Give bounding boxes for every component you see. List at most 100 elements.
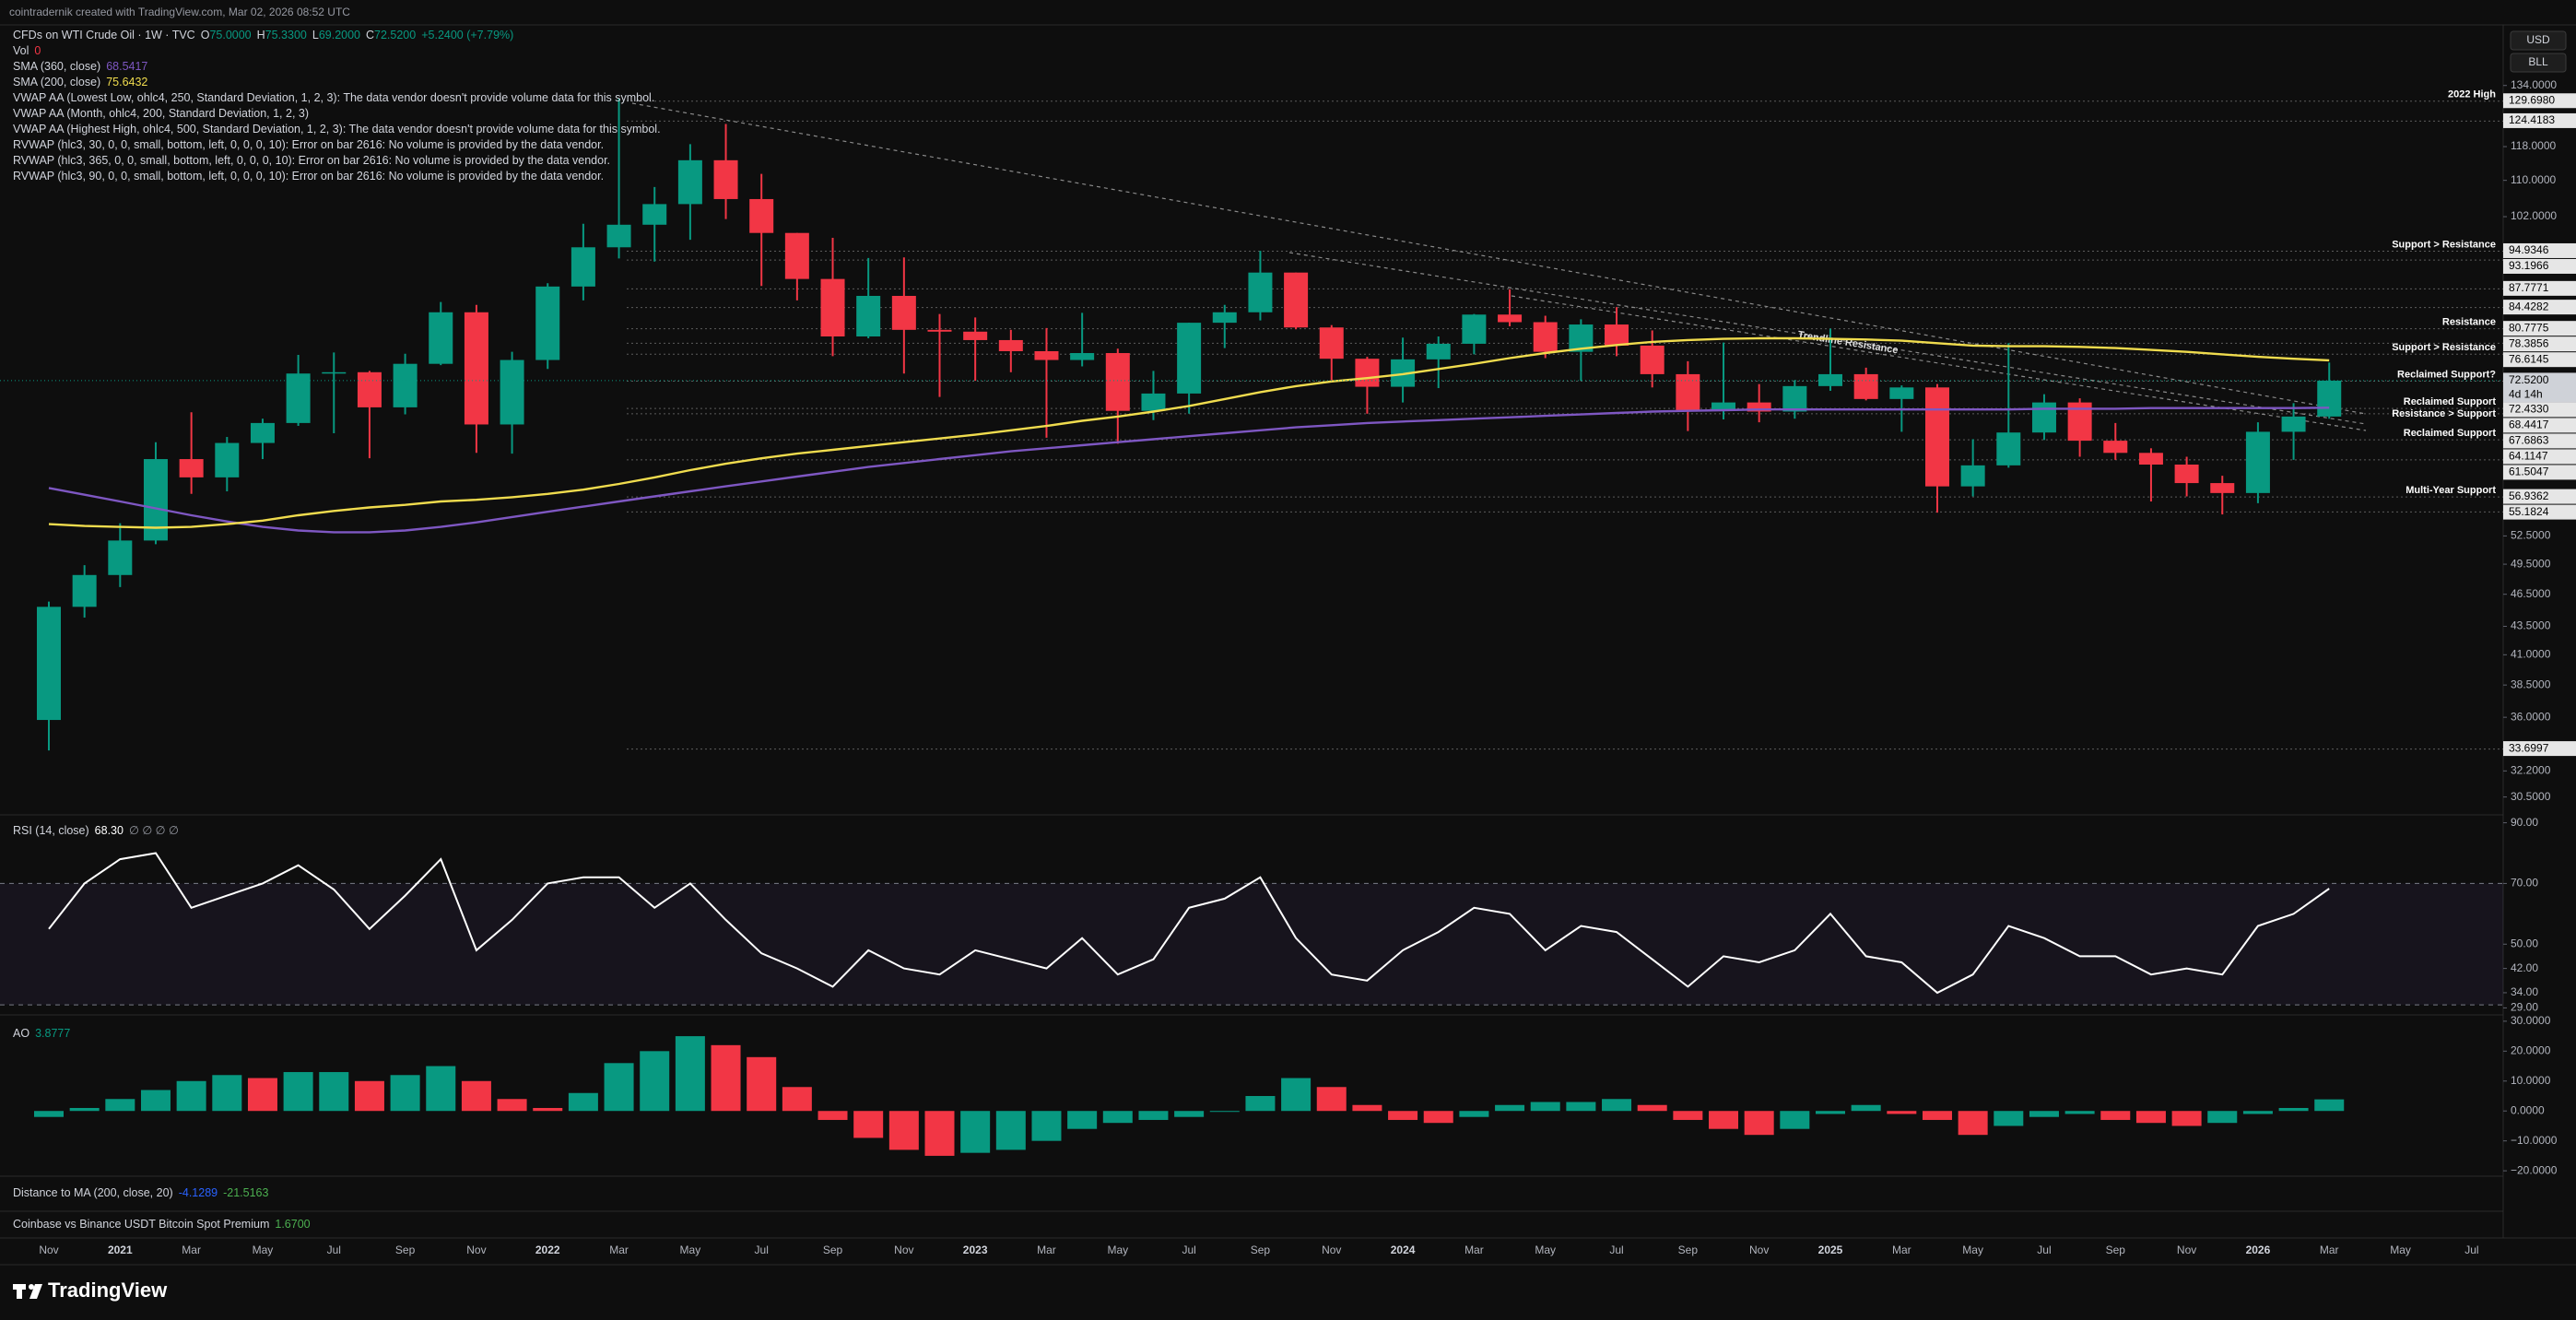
level-label: 33.6997 bbox=[2509, 741, 2549, 754]
candle-body bbox=[1106, 353, 1130, 411]
x-tick-label: Nov bbox=[1322, 1243, 1341, 1256]
ao-bar bbox=[1210, 1111, 1240, 1112]
level-note: Reclaimed Support bbox=[2404, 396, 2497, 407]
ao-bar bbox=[2279, 1108, 2309, 1111]
y-tick-label: 70.00 bbox=[2511, 877, 2538, 890]
price-label: 72.5200 bbox=[2509, 373, 2549, 386]
y-tick-label: 102.0000 bbox=[2511, 209, 2557, 222]
level-note: Support > Resistance bbox=[2392, 239, 2496, 250]
candle-body bbox=[892, 296, 916, 330]
candle-body bbox=[1641, 346, 1664, 374]
candle-body bbox=[571, 247, 595, 287]
candle-body bbox=[2103, 441, 2127, 453]
candle-body bbox=[37, 607, 61, 720]
candle-body bbox=[1034, 351, 1058, 360]
level-label: 129.6980 bbox=[2509, 93, 2555, 106]
x-tick-label: Sep bbox=[395, 1243, 416, 1256]
ao-bar bbox=[605, 1063, 634, 1111]
ao-bar bbox=[747, 1057, 776, 1111]
candle-body bbox=[963, 332, 987, 340]
ao-bar bbox=[141, 1090, 171, 1112]
y-tick-label: 38.5000 bbox=[2511, 678, 2551, 690]
level-note: 2022 High bbox=[2448, 89, 2496, 100]
x-tick-label: Sep bbox=[823, 1243, 843, 1256]
x-tick-label: Jul bbox=[755, 1243, 769, 1256]
currency[interactable]: USD bbox=[2526, 33, 2550, 46]
ao-bar bbox=[248, 1078, 277, 1112]
level-label: 55.1824 bbox=[2509, 505, 2549, 518]
y-tick-label: 41.0000 bbox=[2511, 648, 2551, 661]
x-tick-label: Mar bbox=[2320, 1243, 2339, 1256]
level-label: 64.1147 bbox=[2509, 450, 2548, 463]
candle-body bbox=[73, 575, 97, 607]
candle-body bbox=[215, 443, 239, 477]
x-tick-label: May bbox=[1535, 1243, 1556, 1256]
ao-bar bbox=[1923, 1111, 1952, 1120]
y-tick-label: 30.0000 bbox=[2511, 1014, 2551, 1027]
ao-bar bbox=[2136, 1111, 2166, 1123]
ao-bar bbox=[925, 1111, 955, 1156]
x-tick-label: Mar bbox=[1037, 1243, 1056, 1256]
y-tick-label: −10.0000 bbox=[2511, 1134, 2558, 1147]
ao-bar bbox=[355, 1081, 384, 1111]
level-note: Support > Resistance bbox=[2392, 342, 2496, 353]
candle-body bbox=[1355, 359, 1379, 386]
candle-body bbox=[1462, 314, 1486, 344]
candle-body bbox=[1320, 327, 1344, 359]
y-tick-label: 90.00 bbox=[2511, 816, 2538, 829]
ao-bar bbox=[2172, 1111, 2202, 1126]
y-tick-label: 0.0000 bbox=[2511, 1103, 2545, 1116]
ao-bar bbox=[1031, 1111, 1061, 1140]
candle-body bbox=[1141, 394, 1165, 411]
ao-bar bbox=[70, 1108, 100, 1111]
y-tick-label: −20.0000 bbox=[2511, 1163, 2558, 1176]
ao-bar bbox=[1602, 1099, 1631, 1111]
x-tick-label: 2024 bbox=[1391, 1243, 1416, 1256]
x-tick-label: 2023 bbox=[963, 1243, 988, 1256]
level-label: 76.6145 bbox=[2509, 352, 2549, 365]
ao-bar bbox=[1709, 1111, 1738, 1128]
ao-bar bbox=[640, 1051, 669, 1111]
x-tick-label: Jul bbox=[2037, 1243, 2051, 1256]
ao-bar bbox=[712, 1045, 741, 1111]
candle-body bbox=[1213, 312, 1237, 323]
level-label: 93.1966 bbox=[2509, 259, 2549, 272]
candle-body bbox=[1925, 387, 1949, 486]
candle-body bbox=[2210, 483, 2234, 493]
level-label: 72.4330 bbox=[2509, 403, 2549, 416]
ao-bar bbox=[782, 1087, 812, 1111]
logo-part bbox=[17, 1284, 22, 1299]
level-label: 80.7775 bbox=[2509, 321, 2549, 334]
chart: Trendline Resistance USD BLL TradingView… bbox=[0, 0, 2576, 1320]
candle-body bbox=[1248, 273, 1272, 312]
x-tick-label: Nov bbox=[2177, 1243, 2196, 1256]
x-tick-label: 2025 bbox=[1818, 1243, 1843, 1256]
brand: TradingView bbox=[48, 1279, 168, 1302]
countdown: 4d 14h bbox=[2509, 388, 2543, 401]
level-label: 61.5047 bbox=[2509, 466, 2549, 478]
ao-bar bbox=[1495, 1105, 1524, 1111]
candle-body bbox=[856, 296, 880, 336]
page: Trendline Resistance USD BLL TradingView… bbox=[0, 0, 2576, 1320]
x-tick-label: Mar bbox=[1464, 1243, 1484, 1256]
y-tick-label: 118.0000 bbox=[2511, 139, 2556, 152]
ao-bar bbox=[212, 1075, 241, 1111]
ao-bar bbox=[426, 1067, 455, 1112]
x-tick-label: Sep bbox=[1251, 1243, 1271, 1256]
ao-bar bbox=[1138, 1111, 1168, 1120]
ao-bar bbox=[1852, 1105, 1881, 1111]
level-note: Resistance > Support bbox=[2392, 408, 2496, 419]
y-tick-label: 50.00 bbox=[2511, 937, 2538, 949]
x-tick-label: Mar bbox=[1892, 1243, 1911, 1256]
candle-body bbox=[642, 204, 666, 224]
x-tick-label: Sep bbox=[2106, 1243, 2126, 1256]
unit[interactable]: BLL bbox=[2528, 55, 2548, 68]
level-note: Reclaimed Support? bbox=[2397, 369, 2496, 380]
candle-body bbox=[1854, 374, 1878, 399]
candle-body bbox=[429, 312, 453, 364]
ao-bar bbox=[2029, 1111, 2059, 1116]
candle-body bbox=[1534, 322, 1558, 351]
ao-bar bbox=[1994, 1111, 2023, 1126]
rsi-band bbox=[0, 883, 2503, 1005]
ao-bar bbox=[1388, 1111, 1417, 1120]
